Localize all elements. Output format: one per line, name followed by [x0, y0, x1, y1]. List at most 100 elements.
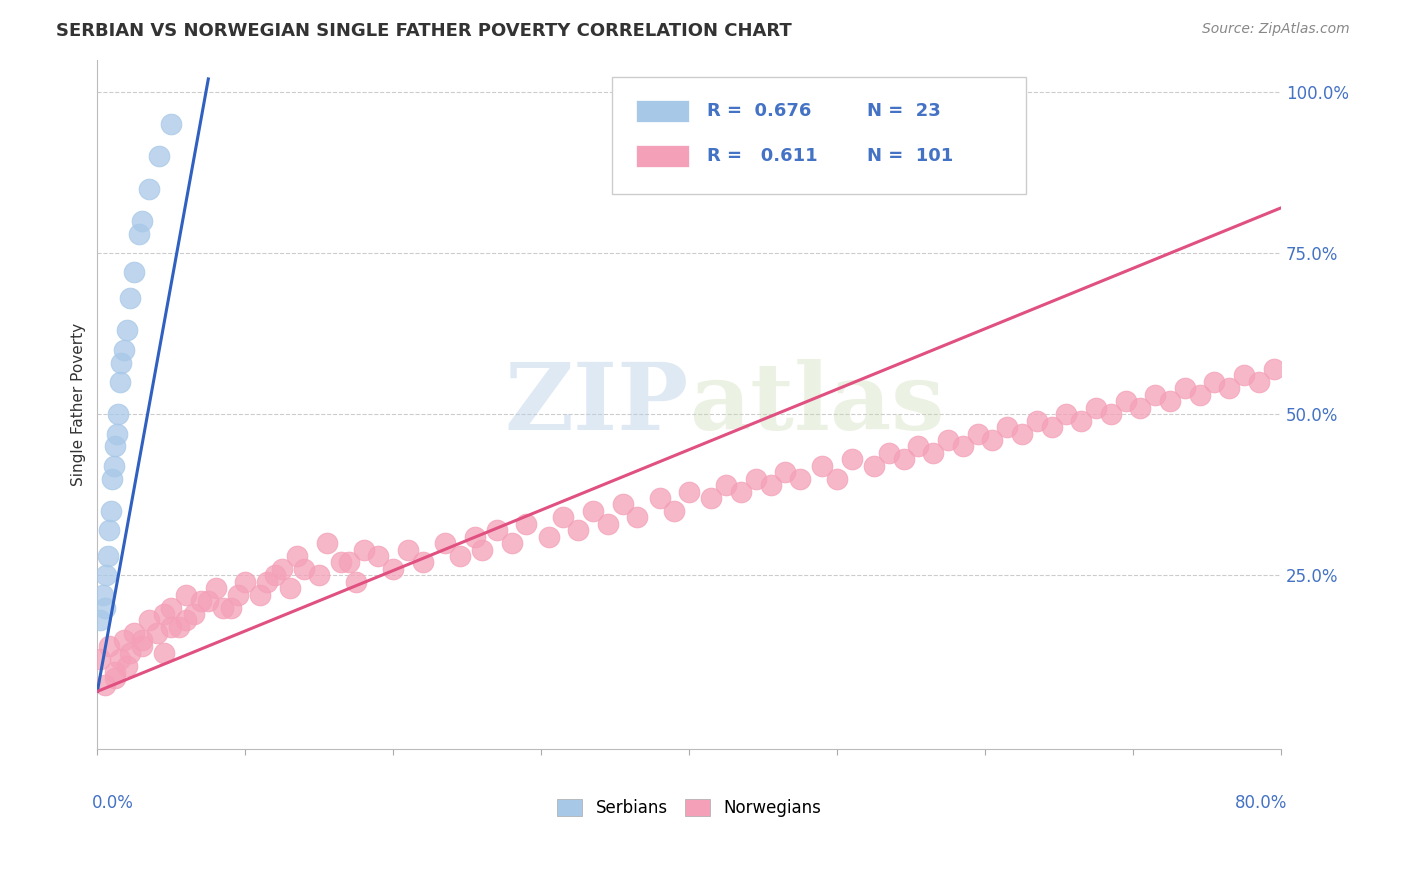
Point — [863, 458, 886, 473]
Point — [271, 562, 294, 576]
Point — [981, 433, 1004, 447]
Point — [167, 620, 190, 634]
Text: N =  23: N = 23 — [866, 102, 941, 120]
Point — [105, 426, 128, 441]
Point — [1204, 375, 1226, 389]
Point — [612, 497, 634, 511]
Point — [197, 594, 219, 608]
Point — [353, 542, 375, 557]
Legend: Serbians, Norwegians: Serbians, Norwegians — [551, 792, 828, 824]
Point — [153, 646, 176, 660]
Bar — [636, 145, 689, 167]
Bar — [636, 100, 689, 121]
Point — [775, 465, 797, 479]
Point — [596, 516, 619, 531]
Point — [97, 549, 120, 563]
Point — [515, 516, 537, 531]
Point — [101, 472, 124, 486]
Point — [112, 632, 135, 647]
Point — [995, 420, 1018, 434]
Point — [730, 484, 752, 499]
Point — [1263, 362, 1285, 376]
Point — [115, 323, 138, 337]
Point — [1054, 407, 1077, 421]
Point — [94, 600, 117, 615]
Text: N =  101: N = 101 — [866, 147, 953, 165]
Point — [1025, 414, 1047, 428]
Point — [108, 652, 131, 666]
Point — [103, 458, 125, 473]
Point — [131, 639, 153, 653]
Point — [471, 542, 494, 557]
Point — [1233, 368, 1256, 383]
Point — [626, 510, 648, 524]
Point — [367, 549, 389, 563]
Text: 0.0%: 0.0% — [91, 794, 134, 813]
Point — [98, 639, 121, 653]
Point — [174, 588, 197, 602]
Point — [278, 581, 301, 595]
Point — [94, 678, 117, 692]
Point — [89, 614, 111, 628]
Text: R =   0.611: R = 0.611 — [707, 147, 817, 165]
Point — [922, 446, 945, 460]
Point — [128, 227, 150, 241]
Point — [1174, 381, 1197, 395]
Point — [96, 568, 118, 582]
Point — [212, 600, 235, 615]
Point — [138, 181, 160, 195]
Point — [582, 504, 605, 518]
Point — [966, 426, 988, 441]
Point — [1099, 407, 1122, 421]
Point — [1011, 426, 1033, 441]
Point — [893, 452, 915, 467]
Text: ZIP: ZIP — [505, 359, 689, 450]
Point — [249, 588, 271, 602]
Point — [1218, 381, 1240, 395]
Point — [745, 472, 768, 486]
Text: R =  0.676: R = 0.676 — [707, 102, 811, 120]
Point — [664, 504, 686, 518]
Point — [1085, 401, 1108, 415]
Point — [104, 672, 127, 686]
Point — [160, 600, 183, 615]
Point — [118, 646, 141, 660]
Point — [789, 472, 811, 486]
Point — [294, 562, 316, 576]
Point — [1159, 394, 1181, 409]
Text: 80.0%: 80.0% — [1234, 794, 1286, 813]
Point — [108, 375, 131, 389]
Point — [485, 523, 508, 537]
Point — [104, 665, 127, 679]
Point — [412, 556, 434, 570]
Point — [264, 568, 287, 582]
Point — [153, 607, 176, 621]
Point — [825, 472, 848, 486]
Point — [678, 484, 700, 499]
Point — [1129, 401, 1152, 415]
Text: SERBIAN VS NORWEGIAN SINGLE FATHER POVERTY CORRELATION CHART: SERBIAN VS NORWEGIAN SINGLE FATHER POVER… — [56, 22, 792, 40]
Point — [110, 355, 132, 369]
Point — [233, 574, 256, 589]
Point — [1144, 388, 1167, 402]
Point — [160, 117, 183, 131]
Point — [145, 626, 167, 640]
Point — [841, 452, 863, 467]
Point — [107, 407, 129, 421]
Point — [434, 536, 457, 550]
Text: Source: ZipAtlas.com: Source: ZipAtlas.com — [1202, 22, 1350, 37]
Point — [759, 478, 782, 492]
Point — [449, 549, 471, 563]
Point — [124, 626, 146, 640]
Point — [160, 620, 183, 634]
Point — [344, 574, 367, 589]
Point — [131, 213, 153, 227]
Point — [226, 588, 249, 602]
FancyBboxPatch shape — [612, 77, 1026, 194]
Point — [537, 530, 560, 544]
Point — [148, 149, 170, 163]
Point — [501, 536, 523, 550]
Point — [396, 542, 419, 557]
Point — [464, 530, 486, 544]
Point — [100, 504, 122, 518]
